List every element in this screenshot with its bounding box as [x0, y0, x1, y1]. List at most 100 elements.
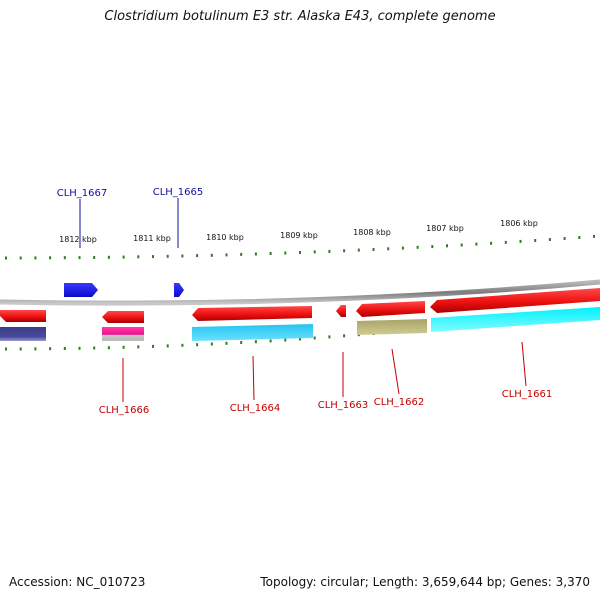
ruler-tick-minor — [313, 336, 316, 340]
ruler-tick-minor — [284, 338, 287, 342]
ruler-tick-minor — [446, 244, 448, 248]
leader-line — [252, 355, 255, 401]
ruler-tick-minor — [19, 256, 22, 260]
ruler-tick-minor — [431, 245, 434, 249]
ruler-tick-minor — [107, 346, 110, 350]
ruler-tick-minor — [5, 256, 7, 260]
ruler-tick-minor — [49, 347, 52, 351]
ruler-tick-minor — [122, 345, 125, 349]
ruler-tick-minor — [196, 343, 199, 347]
gene-clh-1662[interactable] — [356, 301, 425, 317]
ruler-tick-minor — [49, 256, 52, 260]
gene-clh-1667[interactable] — [64, 283, 98, 297]
gene-label: CLH_1662 — [374, 397, 425, 408]
ruler-label: 1807 kbp — [426, 224, 464, 233]
ruler-tick-minor — [254, 340, 257, 344]
ruler-tick-minor — [166, 344, 169, 348]
ruler-tick-minor — [534, 239, 537, 242]
gene-clh-1661[interactable] — [430, 288, 600, 313]
accession-text: Accession: NC_010723 — [9, 575, 146, 589]
ruler-tick-minor — [137, 255, 140, 259]
ruler-tick-minor — [19, 347, 22, 351]
leader-line — [521, 341, 527, 387]
ruler-tick-minor — [254, 252, 257, 256]
gene-clh-1666[interactable] — [102, 311, 144, 323]
gene-label: CLH_1667 — [57, 188, 108, 199]
ruler-tick-minor — [475, 242, 478, 246]
ruler-label: 1810 kbp — [206, 233, 244, 242]
ruler-tick-minor — [166, 254, 169, 258]
ruler-tick-minor — [5, 347, 7, 351]
ruler-tick-minor — [269, 252, 272, 255]
ruler-tick-minor — [299, 251, 301, 254]
ruler-tick-minor — [196, 254, 199, 258]
ruler-tick-minor — [343, 334, 346, 338]
ruler-tick-minor — [78, 346, 81, 350]
ruler-label: 1812 kbp — [59, 235, 97, 244]
gene-clh-1663[interactable] — [336, 305, 346, 317]
gene-clh-1668-partial[interactable] — [0, 310, 46, 322]
gene-label: CLH_1664 — [230, 403, 281, 414]
ruler-tick-minor — [401, 246, 404, 250]
ruler-tick-minor — [181, 343, 184, 347]
ruler-label: 1808 kbp — [353, 228, 391, 237]
ruler-label: 1811 kbp — [133, 234, 171, 243]
ruler-tick-minor — [210, 342, 213, 346]
ruler-tick-minor — [357, 248, 360, 252]
ruler-tick-minor — [63, 256, 66, 260]
feature-bar-navy — [0, 327, 46, 341]
ruler-tick-minor — [107, 255, 110, 259]
ruler-tick-minor — [225, 341, 228, 345]
ruler-tick-minor — [563, 237, 566, 240]
feature-bar-olive — [357, 319, 427, 335]
map-title: Clostridium botulinum E3 str. Alaska E43… — [104, 9, 496, 24]
genome-backbone — [0, 279, 600, 306]
ruler-tick-minor — [328, 335, 331, 339]
gene-clh-1664[interactable] — [192, 306, 312, 321]
ruler-tick-minor — [416, 245, 419, 249]
ruler-tick-minor — [225, 253, 228, 257]
ruler-tick-minor — [240, 341, 243, 344]
leader-line — [391, 348, 400, 395]
ruler-tick-minor — [578, 236, 581, 239]
ruler-tick-minor — [328, 249, 331, 253]
gene-label: CLH_1666 — [99, 405, 150, 416]
ruler-tick-minor — [548, 238, 551, 241]
ruler-tick-minor — [78, 256, 81, 260]
ruler-tick-minor — [137, 345, 140, 349]
ruler-tick-minor — [313, 250, 316, 254]
ruler-label: 1806 kbp — [500, 219, 538, 228]
genome-stats-text: Topology: circular; Length: 3,659,644 bp… — [260, 575, 590, 589]
ruler-tick-minor — [519, 239, 522, 243]
ruler-tick-minor — [269, 339, 272, 343]
ruler-ticks-top — [5, 234, 595, 260]
ruler-tick-minor — [152, 255, 154, 259]
feature-bar-cyan-bright — [431, 307, 600, 332]
ruler-tick-minor — [504, 240, 507, 244]
ruler-tick-minor — [34, 347, 37, 351]
ruler-tick-minor — [372, 248, 375, 251]
ruler-label: 1809 kbp — [280, 231, 318, 240]
ruler-tick-minor — [210, 253, 213, 257]
feature-bar-pink — [102, 327, 144, 341]
feature-bar-cyan — [192, 324, 313, 341]
ruler-tick-minor — [93, 346, 96, 350]
gene-label: CLH_1665 — [153, 187, 204, 198]
ruler-tick-minor — [284, 251, 287, 255]
ruler-tick-minor — [152, 344, 154, 348]
gene-label: CLH_1661 — [502, 389, 553, 400]
ruler-tick-minor — [93, 256, 96, 259]
ruler-tick-minor — [181, 254, 184, 258]
ruler-tick-minor — [593, 234, 595, 238]
ruler-tick-minor — [460, 243, 463, 247]
ruler-tick-minor — [240, 252, 243, 256]
gene-label: CLH_1663 — [318, 400, 369, 411]
ruler-tick-minor — [387, 247, 390, 251]
ruler-tick-minor — [34, 256, 37, 260]
ruler-tick-minor — [122, 255, 125, 259]
gene-clh-1665[interactable] — [174, 283, 184, 297]
ruler-tick-minor — [343, 249, 346, 253]
ruler-tick-minor — [299, 337, 301, 341]
ruler-tick-minor — [63, 347, 66, 350]
